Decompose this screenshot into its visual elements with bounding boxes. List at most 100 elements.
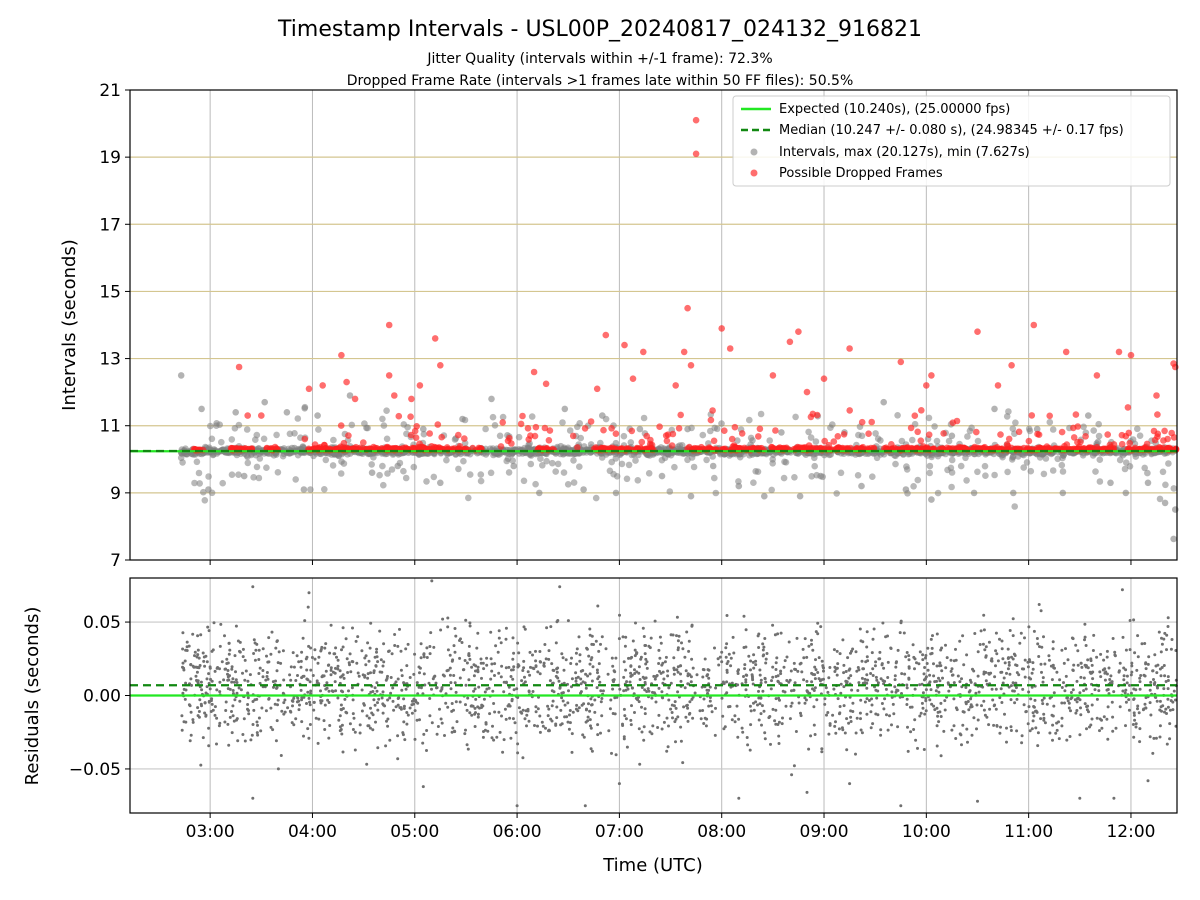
- residual-point: [1036, 731, 1040, 735]
- residual-point: [1095, 655, 1099, 659]
- dropped-frame-point: [385, 321, 393, 329]
- residual-point: [448, 673, 452, 677]
- residual-point: [208, 666, 212, 670]
- residual-point: [1148, 735, 1152, 739]
- residual-point: [662, 720, 666, 724]
- interval-point: [261, 398, 269, 406]
- interval-point: [761, 492, 768, 500]
- residual-point: [646, 687, 650, 691]
- residual-point: [378, 670, 382, 674]
- residual-point: [962, 663, 966, 667]
- residual-point: [665, 716, 669, 720]
- dropped-frame-point: [436, 444, 443, 452]
- dropped-frame-point: [541, 424, 549, 432]
- dropped-frame-point: [426, 430, 434, 437]
- interval-point: [243, 426, 251, 433]
- dropped-frame-point: [868, 418, 875, 426]
- residual-point: [493, 662, 497, 666]
- residual-point: [491, 689, 495, 693]
- residual-point: [400, 674, 404, 678]
- residual-point: [820, 750, 824, 754]
- residual-point: [905, 686, 909, 690]
- residual-point: [1055, 670, 1059, 674]
- interval-point: [496, 432, 504, 440]
- residual-point: [1009, 684, 1013, 688]
- residual-point: [1168, 737, 1172, 741]
- interval-point: [963, 477, 970, 484]
- interval-point: [778, 429, 785, 436]
- residual-point: [701, 709, 705, 712]
- interval-point: [566, 427, 574, 434]
- interval-point: [1049, 467, 1057, 474]
- residual-point: [801, 647, 805, 651]
- interval-point: [263, 464, 270, 472]
- top-y-axis-label: Intervals (seconds): [59, 239, 80, 411]
- interval-point: [207, 422, 214, 430]
- interval-point: [948, 469, 956, 476]
- residual-point: [302, 674, 306, 678]
- residual-point: [1038, 645, 1041, 649]
- residual-point: [1159, 650, 1163, 654]
- residual-point: [274, 739, 278, 743]
- residual-point: [721, 714, 725, 718]
- residual-point: [825, 713, 828, 717]
- residual-point: [918, 683, 922, 687]
- residual-point: [323, 728, 327, 731]
- residual-point: [182, 687, 186, 691]
- residual-point: [511, 636, 515, 640]
- residual-point: [842, 704, 846, 708]
- residual-point: [306, 690, 310, 694]
- dropped-frame-point: [1143, 440, 1151, 448]
- residual-point: [343, 697, 347, 701]
- residual-point: [558, 685, 562, 689]
- dropped-frame-point: [648, 441, 656, 449]
- residual-point: [540, 720, 544, 724]
- residual-point: [502, 738, 506, 742]
- residual-point: [351, 728, 355, 731]
- residual-point: [373, 655, 377, 659]
- residual-point: [820, 659, 824, 663]
- residual-point: [527, 719, 531, 723]
- residual-point: [332, 652, 336, 656]
- dropped-frame-point: [338, 351, 345, 359]
- residual-point: [231, 692, 235, 695]
- residual-point: [422, 672, 426, 676]
- residual-point: [657, 686, 661, 690]
- dropped-frame-point: [593, 385, 601, 393]
- residual-point: [807, 644, 811, 648]
- dropped-frame-point: [461, 435, 468, 442]
- residual-point: [777, 696, 781, 700]
- residual-point: [1092, 633, 1096, 637]
- interval-point: [877, 437, 884, 444]
- interval-point: [402, 474, 410, 482]
- residual-point: [1051, 738, 1054, 742]
- interval-point: [833, 490, 840, 497]
- residual-point: [206, 625, 210, 629]
- dropped-frame-point: [519, 412, 526, 420]
- residual-point: [228, 715, 232, 719]
- residual-point: [747, 654, 751, 658]
- residual-point: [1034, 726, 1038, 730]
- residual-point: [234, 670, 237, 674]
- residual-point: [865, 655, 869, 659]
- residual-point: [1163, 674, 1167, 678]
- residual-point: [1114, 726, 1118, 730]
- residual-point: [1083, 635, 1087, 639]
- residual-point: [224, 709, 228, 712]
- residual-point: [674, 740, 677, 744]
- interval-point: [430, 473, 438, 481]
- residual-point: [243, 678, 247, 682]
- residual-point: [1113, 654, 1117, 658]
- residual-point: [742, 675, 745, 678]
- interval-point: [552, 468, 559, 475]
- residual-point: [588, 662, 592, 666]
- residual-point: [196, 648, 200, 652]
- residual-point: [744, 678, 748, 682]
- residual-point: [536, 724, 539, 728]
- residual-point: [555, 716, 559, 720]
- residual-point: [308, 680, 312, 684]
- residual-point: [511, 677, 515, 681]
- dropped-frame-point: [830, 438, 838, 445]
- interval-point: [1042, 455, 1050, 462]
- interval-point: [873, 454, 881, 462]
